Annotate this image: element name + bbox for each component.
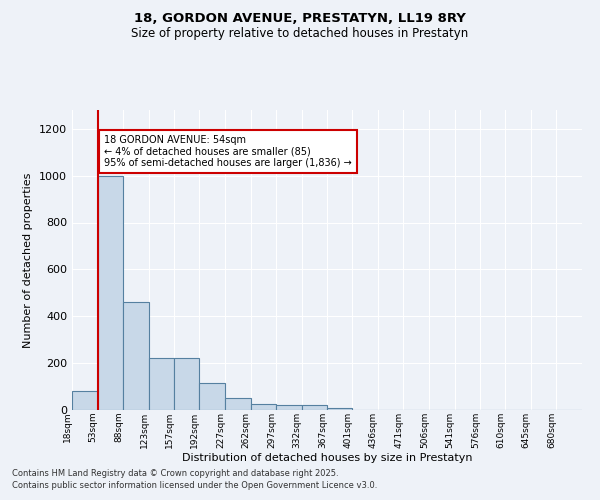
Text: Size of property relative to detached houses in Prestatyn: Size of property relative to detached ho… — [131, 28, 469, 40]
Text: Contains public sector information licensed under the Open Government Licence v3: Contains public sector information licen… — [12, 481, 377, 490]
Text: 18 GORDON AVENUE: 54sqm
← 4% of detached houses are smaller (85)
95% of semi-det: 18 GORDON AVENUE: 54sqm ← 4% of detached… — [104, 134, 352, 168]
Bar — [328, 408, 352, 410]
Bar — [123, 302, 149, 410]
X-axis label: Distribution of detached houses by size in Prestatyn: Distribution of detached houses by size … — [182, 454, 472, 464]
Bar — [225, 398, 251, 410]
Bar — [302, 405, 328, 410]
Bar — [72, 391, 98, 410]
Text: Contains HM Land Registry data © Crown copyright and database right 2025.: Contains HM Land Registry data © Crown c… — [12, 468, 338, 477]
Bar — [149, 358, 174, 410]
Text: 18, GORDON AVENUE, PRESTATYN, LL19 8RY: 18, GORDON AVENUE, PRESTATYN, LL19 8RY — [134, 12, 466, 26]
Bar — [251, 404, 276, 410]
Bar — [174, 358, 199, 410]
Bar — [98, 176, 123, 410]
Bar — [276, 405, 302, 410]
Y-axis label: Number of detached properties: Number of detached properties — [23, 172, 34, 348]
Bar — [199, 383, 225, 410]
